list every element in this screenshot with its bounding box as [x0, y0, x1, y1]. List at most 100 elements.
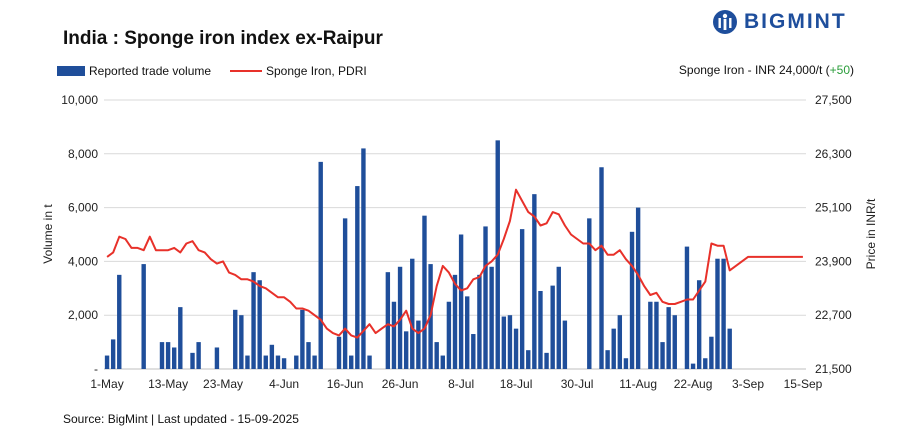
volume-bar: [318, 161, 323, 369]
volume-bar: [190, 352, 195, 369]
bigmint-logo-icon: [713, 10, 737, 34]
volume-bar: [629, 231, 635, 369]
legend-item-price: Sponge Iron, PDRI: [230, 64, 367, 78]
volume-bar: [696, 280, 702, 369]
volume-bar: [562, 320, 568, 369]
x-tick-label: 13-May: [148, 377, 188, 391]
volume-bar: [672, 315, 677, 369]
volume-bar: [587, 218, 592, 369]
y-axis-title: Volume in t: [41, 204, 55, 264]
volume-bar: [141, 264, 146, 369]
volume-bar: [110, 339, 116, 369]
volume-bar: [312, 355, 317, 369]
volume-bar: [263, 355, 268, 369]
price-line: [106, 188, 803, 339]
y-tick-label: 2,000: [68, 308, 98, 322]
volume-bar: [617, 315, 623, 369]
legend-label-volume: Reported trade volume: [89, 64, 212, 78]
y-tick-label: 4,000: [68, 254, 98, 268]
volume-bar: [550, 285, 555, 369]
x-tick-label: 4-Jun: [269, 377, 299, 391]
volume-bar: [465, 296, 470, 369]
volume-bar: [513, 328, 519, 369]
volume-bar: [648, 301, 653, 369]
price-note-suffix: ): [850, 63, 854, 77]
volume-bar: [458, 234, 464, 369]
volume-bar: [159, 342, 165, 369]
chart-title: India : Sponge iron index ex-Raipur: [63, 28, 383, 49]
volume-bar: [281, 358, 287, 369]
y2-tick-label: 22,700: [815, 308, 852, 322]
volume-bar: [660, 342, 665, 369]
volume-bar: [483, 226, 488, 369]
x-tick-label: 1-May: [90, 377, 123, 391]
volume-bar: [349, 355, 354, 369]
volume-bar: [172, 347, 177, 369]
volume-bar: [501, 316, 507, 369]
volume-bar: [544, 352, 549, 369]
volume-bar: [367, 355, 372, 369]
x-tick-label: 15-Sep: [784, 377, 823, 391]
legend-swatch-line: [230, 70, 262, 72]
volume-bar: [635, 207, 641, 369]
x-tick-label: 23-May: [203, 377, 243, 391]
volume-bar: [416, 320, 421, 369]
y2-axis-title: Price in INR/t: [864, 198, 878, 269]
x-tick-label: 30-Jul: [561, 377, 594, 391]
price-note-prefix: Sponge Iron - INR 24,000/t (: [678, 63, 830, 77]
volume-bar: [342, 218, 348, 369]
volume-bar: [440, 355, 445, 369]
volume-bar: [605, 350, 610, 369]
legend-swatch-bar: [57, 66, 85, 76]
volume-bar: [715, 258, 720, 369]
volume-bar: [721, 258, 726, 369]
x-tick-label: 18-Jul: [500, 377, 533, 391]
volume-bar: [239, 315, 244, 369]
volume-bar: [422, 215, 427, 369]
volume-bar: [684, 246, 690, 369]
legend-label-price: Sponge Iron, PDRI: [266, 64, 367, 78]
volume-bar: [489, 266, 494, 369]
y2-tick-label: 27,500: [815, 93, 852, 107]
bigmint-logo: BIGMINT: [712, 8, 847, 36]
volume-bar: [532, 194, 537, 369]
x-tick-label: 26-Jun: [382, 377, 419, 391]
volume-bar: [269, 344, 275, 369]
volume-bar: [104, 355, 110, 369]
volume-bar: [257, 280, 262, 369]
volume-bar: [355, 186, 360, 369]
y2-tick-label: 21,500: [815, 362, 852, 376]
volume-bar: [471, 334, 476, 369]
volume-bar: [385, 272, 391, 369]
x-tick-label: 11-Aug: [619, 377, 657, 391]
volume-bar: [556, 266, 561, 369]
y2-tick-label: 25,100: [815, 201, 852, 215]
volume-bar: [336, 336, 342, 369]
volume-bar: [519, 229, 525, 369]
volume-bar: [507, 315, 513, 369]
y-tick-label: 6,000: [68, 201, 98, 215]
volume-bar: [434, 342, 439, 369]
volume-bar: [233, 309, 238, 369]
volume-bar: [654, 301, 659, 369]
volume-bar: [300, 309, 305, 369]
volume-bar: [727, 328, 732, 369]
y2-tick-label: 26,300: [815, 147, 852, 161]
price-note: Sponge Iron - INR 24,000/t (+50): [679, 63, 854, 77]
volume-bar: [361, 148, 366, 369]
volume-bar: [275, 355, 281, 369]
legend-item-volume: Reported trade volume: [57, 64, 211, 78]
volume-bar: [306, 342, 311, 369]
logo-text: BIGMINT: [744, 10, 847, 33]
source-note: Source: BigMint | Last updated - 15-09-2…: [63, 412, 299, 426]
volume-bar: [477, 274, 482, 369]
volume-bar: [214, 347, 220, 369]
volume-bar: [526, 350, 531, 369]
volume-bar: [611, 328, 616, 369]
volume-bar: [403, 331, 409, 369]
volume-bar: [178, 307, 183, 369]
volume-bar: [703, 358, 708, 369]
volume-bar: [538, 290, 543, 369]
volume-bar: [410, 258, 415, 369]
